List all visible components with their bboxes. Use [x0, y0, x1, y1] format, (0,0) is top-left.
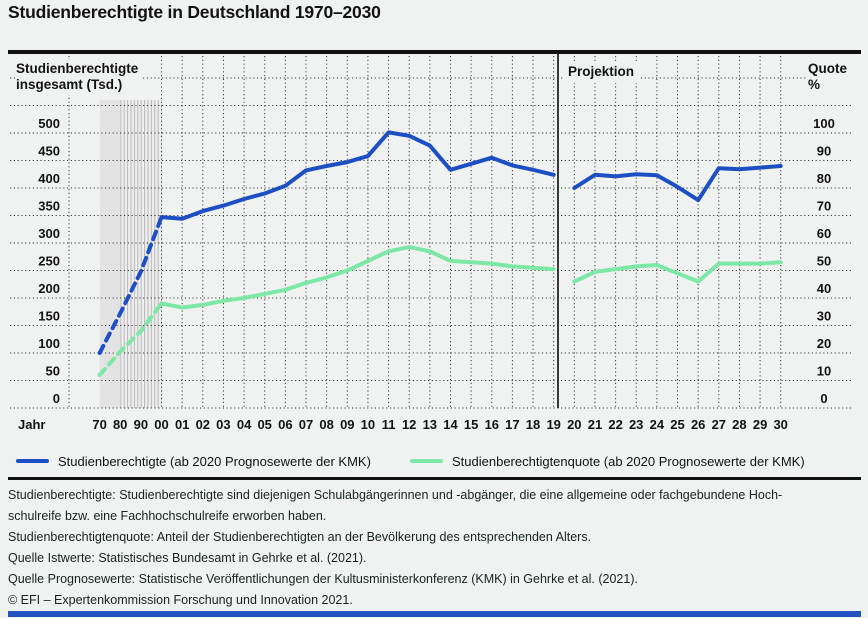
svg-text:29: 29 — [753, 417, 767, 432]
footnote-line: Studienberechtigtenquote: Anteil der Stu… — [8, 530, 592, 544]
svg-text:0: 0 — [820, 391, 827, 406]
legend-item-studienberechtigtenquote: Studienberechtigtenquote (ab 2020 Progno… — [410, 452, 805, 470]
svg-text:27: 27 — [712, 417, 726, 432]
svg-text:07: 07 — [299, 417, 313, 432]
svg-text:300: 300 — [38, 226, 60, 241]
svg-text:500: 500 — [38, 116, 60, 131]
footnote-line: Quelle Prognosewerte: Statistische Veröf… — [8, 572, 638, 586]
svg-text:450: 450 — [38, 144, 60, 159]
svg-text:05: 05 — [257, 417, 271, 432]
svg-text:18: 18 — [526, 417, 540, 432]
chart-canvas: 5004504003503002502001501005001009080706… — [10, 54, 853, 432]
svg-text:19: 19 — [546, 417, 560, 432]
brand-bottom-bar — [8, 611, 861, 617]
svg-text:30: 30 — [773, 417, 787, 432]
legend-label: Studienberechtigte (ab 2020 Prognosewert… — [58, 453, 371, 469]
projection-label: Projektion — [564, 63, 641, 83]
svg-text:20: 20 — [817, 336, 831, 351]
svg-text:09: 09 — [340, 417, 354, 432]
svg-text:23: 23 — [629, 417, 643, 432]
svg-text:0: 0 — [53, 391, 60, 406]
svg-text:80: 80 — [113, 417, 127, 432]
svg-text:25: 25 — [670, 417, 684, 432]
svg-text:150: 150 — [38, 309, 60, 324]
svg-text:350: 350 — [38, 199, 60, 214]
svg-text:01: 01 — [175, 417, 189, 432]
svg-text:90: 90 — [817, 144, 831, 159]
svg-text:15: 15 — [464, 417, 478, 432]
svg-text:70: 70 — [92, 417, 106, 432]
svg-text:08: 08 — [319, 417, 333, 432]
svg-text:80: 80 — [817, 171, 831, 186]
svg-text:70: 70 — [817, 199, 831, 214]
legend-item-studienberechtigte: Studienberechtigte (ab 2020 Prognosewert… — [16, 452, 371, 470]
svg-text:10: 10 — [361, 417, 375, 432]
svg-text:02: 02 — [196, 417, 210, 432]
svg-text:60: 60 — [817, 226, 831, 241]
svg-text:Jahr: Jahr — [18, 417, 45, 432]
legend-swatch-green-line — [410, 458, 443, 464]
right-axis-title-line2: % — [808, 77, 821, 92]
left-axis-title-line2: insgesamt (Tsd.) — [16, 77, 123, 92]
svg-text:50: 50 — [817, 254, 831, 269]
legend-label: Studienberechtigtenquote (ab 2020 Progno… — [452, 453, 805, 469]
svg-text:250: 250 — [38, 254, 60, 269]
svg-text:200: 200 — [38, 281, 60, 296]
footnote-line: schulreife bzw. eine Fachhochschulreife … — [8, 509, 327, 523]
svg-text:14: 14 — [443, 417, 458, 432]
legend-bottom-rule — [8, 477, 861, 480]
svg-text:11: 11 — [382, 417, 396, 432]
svg-text:04: 04 — [237, 417, 252, 432]
left-axis-title-line1: Studienberechtigte — [16, 61, 139, 76]
svg-text:24: 24 — [650, 417, 665, 432]
svg-text:100: 100 — [813, 116, 835, 131]
top-rule — [8, 50, 861, 54]
right-axis-title-line1: Quote — [808, 61, 847, 76]
footnote-line: Quelle Istwerte: Statistisches Bundesamt… — [8, 551, 367, 565]
footnote-line: Studienberechtigte: Studienberechtigte s… — [8, 488, 783, 502]
svg-text:16: 16 — [485, 417, 499, 432]
svg-text:21: 21 — [588, 417, 602, 432]
svg-text:03: 03 — [216, 417, 230, 432]
svg-text:26: 26 — [691, 417, 705, 432]
svg-text:40: 40 — [817, 281, 831, 296]
svg-text:13: 13 — [423, 417, 437, 432]
svg-text:50: 50 — [46, 364, 60, 379]
svg-text:17: 17 — [505, 417, 519, 432]
svg-text:28: 28 — [732, 417, 746, 432]
svg-text:400: 400 — [38, 171, 60, 186]
svg-text:06: 06 — [278, 417, 292, 432]
right-axis-title: Quote % — [806, 60, 853, 96]
svg-text:10: 10 — [817, 364, 831, 379]
svg-text:20: 20 — [567, 417, 581, 432]
svg-text:30: 30 — [817, 309, 831, 324]
svg-text:100: 100 — [38, 336, 60, 351]
svg-text:90: 90 — [134, 417, 148, 432]
footnote-line: © EFI – Expertenkommission Forschung und… — [8, 593, 353, 607]
chart-title: Studienberechtigte in Deutschland 1970–2… — [8, 2, 381, 22]
left-axis-title: Studienberechtigte insgesamt (Tsd.) — [16, 60, 144, 95]
legend-swatch-blue-line — [16, 458, 49, 464]
footnote-block: Studienberechtigte: Studienberechtigte s… — [8, 485, 862, 611]
svg-text:00: 00 — [154, 417, 168, 432]
svg-text:12: 12 — [402, 417, 416, 432]
svg-text:22: 22 — [608, 417, 622, 432]
